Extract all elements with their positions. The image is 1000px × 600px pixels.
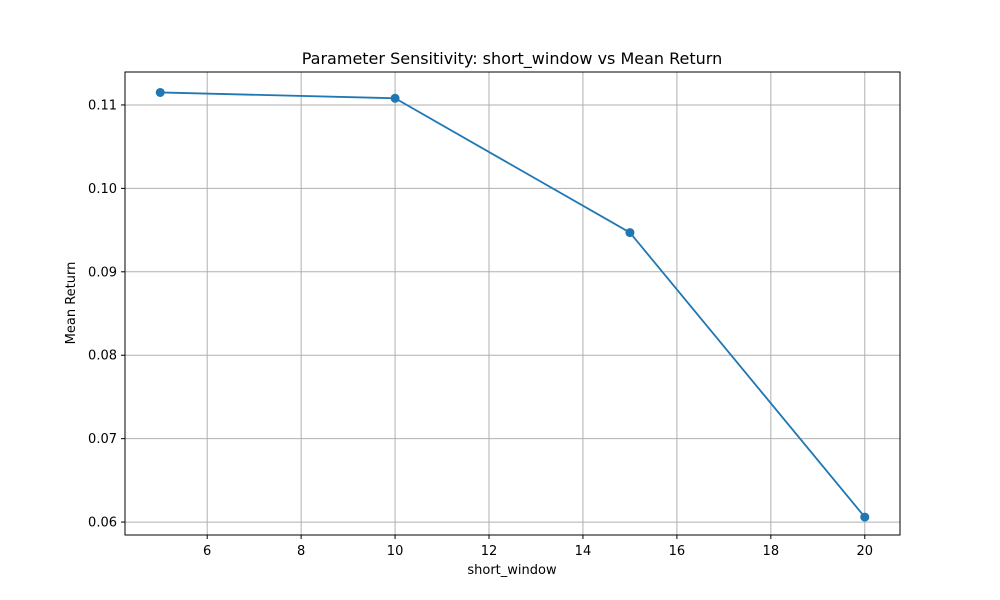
y-axis-ticks: 0.06 0.07 0.08 0.09 0.10 0.11 (88, 98, 125, 531)
x-tick-label: 12 (481, 544, 498, 559)
x-tick-label: 8 (297, 544, 305, 559)
x-tick-label: 20 (856, 544, 873, 559)
x-tick-label: 6 (203, 544, 211, 559)
data-series (155, 87, 870, 522)
data-point-marker (155, 87, 165, 97)
y-tick-label: 0.09 (88, 265, 117, 280)
y-tick-label: 0.08 (88, 349, 117, 364)
chart-title: Parameter Sensitivity: short_window vs M… (302, 49, 723, 69)
y-tick-label: 0.06 (88, 516, 117, 531)
x-tick-label: 14 (575, 544, 592, 559)
x-tick-label: 18 (763, 544, 780, 559)
x-axis-ticks: 6 8 10 12 14 16 18 20 (203, 535, 873, 559)
y-axis-title: Mean Return (64, 262, 79, 345)
data-point-marker (625, 228, 635, 238)
x-axis-title: short_window (467, 563, 557, 578)
x-tick-label: 16 (669, 544, 686, 559)
x-tick-label: 10 (387, 544, 404, 559)
y-tick-label: 0.11 (88, 98, 117, 113)
series-line (160, 91, 866, 518)
y-tick-label: 0.10 (88, 182, 117, 197)
grid-lines (125, 72, 900, 535)
y-tick-label: 0.07 (88, 432, 117, 447)
plot-area-frame (124, 71, 901, 536)
data-point-marker (390, 93, 400, 103)
data-point-marker (860, 512, 870, 522)
